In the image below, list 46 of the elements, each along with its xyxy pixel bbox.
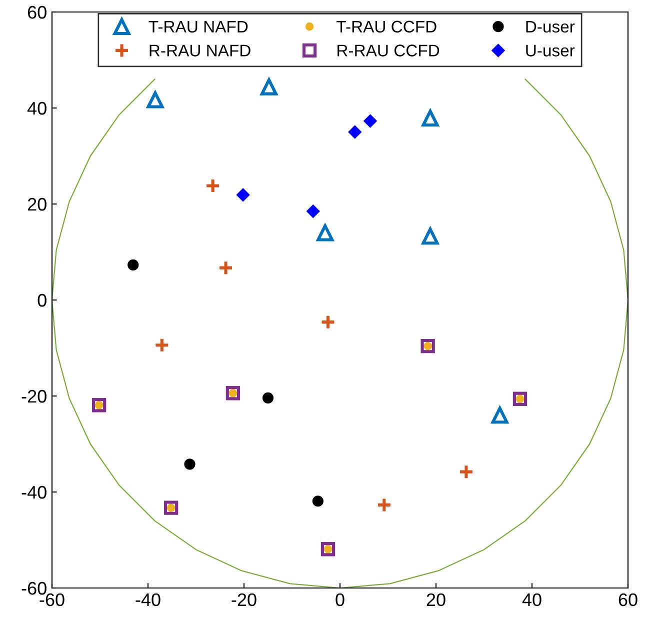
point	[491, 406, 508, 424]
point	[312, 496, 324, 507]
point	[205, 178, 221, 194]
legend-label: T-RAU NAFD	[148, 20, 248, 33]
y-tick-label: -20	[22, 390, 46, 403]
point	[128, 259, 139, 271]
point	[458, 464, 474, 480]
x-tick-label: -60	[40, 593, 64, 606]
y-tick-label: 0	[38, 294, 46, 307]
point	[422, 228, 439, 245]
x-tick-label: 40	[522, 593, 542, 606]
point	[164, 500, 178, 515]
x-tick-label: 0	[336, 593, 344, 606]
legend-label: R-RAU NAFD	[150, 44, 250, 56]
legend-label: T-RAU CCFD	[336, 20, 436, 33]
point	[320, 314, 336, 330]
point	[420, 338, 435, 354]
point	[320, 542, 336, 556]
x-tick-label: 60	[618, 593, 638, 606]
point	[422, 110, 439, 127]
legend-label: R-RAU CCFD	[338, 44, 440, 56]
legend-label: D-user	[526, 20, 575, 33]
y-tick-label: 20	[28, 198, 46, 211]
point	[348, 125, 362, 139]
point	[316, 224, 334, 242]
y-tick-label: -60	[22, 582, 46, 595]
point	[226, 386, 240, 400]
point	[146, 91, 164, 108]
point	[218, 260, 234, 276]
point	[376, 497, 392, 513]
legend-label: U-user	[526, 44, 575, 56]
x-tick-label: -20	[232, 593, 256, 606]
point	[512, 392, 528, 406]
y-tick-label: -40	[22, 486, 46, 499]
x-tick-label: 20	[426, 593, 446, 606]
point	[306, 204, 320, 218]
point	[364, 114, 377, 128]
y-tick-label: 60	[28, 6, 46, 19]
point	[184, 458, 196, 470]
x-tick-label: -40	[136, 593, 160, 606]
point	[154, 337, 170, 353]
y-tick-label: 40	[27, 102, 46, 115]
point	[260, 78, 278, 96]
point	[236, 188, 250, 202]
point	[92, 398, 106, 412]
point	[262, 392, 274, 404]
